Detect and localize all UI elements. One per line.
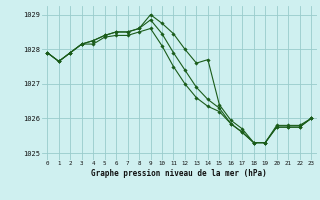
X-axis label: Graphe pression niveau de la mer (hPa): Graphe pression niveau de la mer (hPa) <box>91 169 267 178</box>
